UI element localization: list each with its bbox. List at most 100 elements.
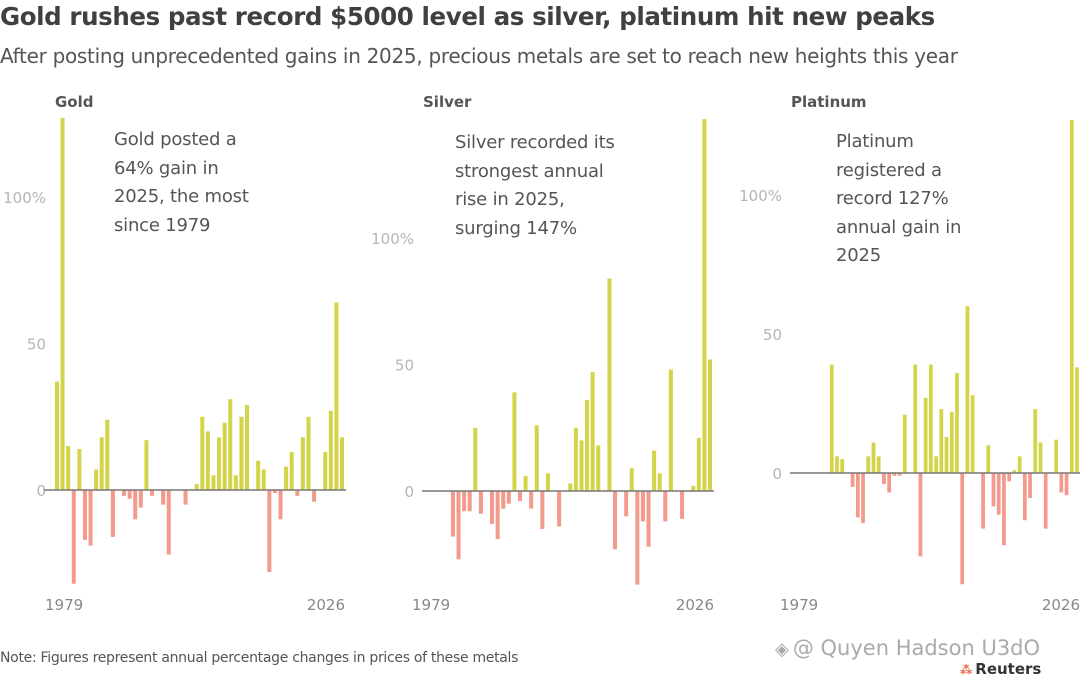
bar [194, 484, 199, 490]
bar [1064, 473, 1069, 496]
bar [233, 475, 238, 490]
bar [284, 466, 289, 490]
brand-name: Reuters [975, 660, 1042, 678]
bar [981, 473, 985, 529]
panel-title-silver: Silver [423, 93, 472, 111]
x-tick-label-start: 1979 [45, 596, 83, 614]
bar [71, 490, 76, 584]
panel-gold: 100% 50 0 1979 2026 [3, 117, 346, 614]
bar [328, 410, 333, 490]
bar [523, 475, 528, 491]
bar [1007, 473, 1012, 482]
bar [934, 456, 938, 473]
bar [1017, 456, 1022, 473]
bar [568, 483, 573, 491]
y-tick-label: 100% [739, 187, 782, 205]
bar [490, 491, 495, 524]
y-tick-label: 50 [395, 357, 414, 375]
bar [339, 437, 345, 490]
chart-subtitle: After posting unprecedented gains in 202… [0, 44, 958, 68]
bar [501, 491, 506, 509]
annotation-gold: Gold posted a 64% gain in 2025, the most… [114, 126, 249, 240]
bar [88, 490, 93, 546]
reuters-logo-icon: ⁂ [960, 663, 973, 677]
bar [261, 469, 266, 490]
bar [473, 427, 478, 491]
bar [1075, 367, 1079, 473]
y-tick-label: 0 [404, 483, 414, 501]
bar [652, 450, 657, 491]
annotation-line: registered a [836, 159, 942, 181]
annotation-line: since 1979 [114, 214, 211, 236]
bar [923, 397, 928, 473]
bar [306, 416, 311, 490]
bar [897, 473, 902, 476]
panel-title-platinum: Platinum [791, 93, 867, 111]
y-tick-label: 0 [772, 465, 782, 483]
bar [200, 416, 205, 490]
bar [1033, 409, 1038, 473]
bar [612, 491, 618, 550]
bar [913, 364, 918, 473]
bar [278, 490, 283, 520]
annotation-line: Platinum [836, 131, 914, 152]
bar [557, 491, 562, 527]
bar [970, 395, 975, 473]
bar [607, 278, 612, 491]
footnote: Note: Figures represent annual percentag… [0, 650, 519, 666]
bar [289, 451, 294, 490]
bar [295, 490, 300, 496]
bar [1038, 442, 1043, 473]
bar [579, 440, 584, 491]
bar [300, 437, 305, 490]
bar [478, 491, 483, 514]
bar [1022, 473, 1027, 521]
bar [596, 445, 601, 491]
annotation-line: surging 147% [455, 217, 577, 239]
annotation-line: record 127% [836, 188, 949, 209]
bar [944, 436, 949, 473]
bar [996, 473, 1001, 515]
bar [517, 491, 523, 502]
bar [892, 473, 897, 476]
bar [66, 446, 71, 490]
bar [585, 399, 590, 491]
bar [918, 473, 923, 557]
bar [545, 473, 550, 491]
y-tick-label: 100% [3, 189, 46, 207]
bar [929, 364, 933, 473]
bar [211, 475, 216, 490]
bar [60, 117, 65, 490]
bar [668, 369, 673, 491]
bar [183, 490, 188, 505]
bar [855, 473, 860, 518]
bar [244, 405, 250, 490]
bar [949, 411, 954, 473]
annotation-platinum: Platinum registered a record 127% annual… [836, 128, 961, 271]
bar [110, 490, 115, 537]
panel-platinum: 100% 50 0 1979 2026 [739, 119, 1080, 614]
bar [534, 425, 539, 491]
bar [835, 456, 839, 473]
x-tick-label-end: 2026 [307, 596, 345, 614]
chart-title: Gold rushes past record $5000 level as s… [0, 2, 935, 31]
bar [267, 490, 272, 573]
bar [105, 419, 110, 490]
annotation-line: Gold posted a [114, 129, 237, 150]
bar [239, 416, 244, 490]
bar [144, 440, 149, 490]
y-tick-label: 50 [763, 326, 782, 344]
bar [624, 491, 629, 517]
watermark-text: @ Quyen Hadson U3dO [792, 636, 1041, 660]
bar [312, 490, 317, 502]
brand-logo: ⁂ Reuters [960, 660, 1041, 678]
bar [657, 473, 662, 491]
bar [217, 437, 222, 490]
bar [122, 490, 127, 496]
bar [529, 491, 534, 509]
bar [228, 399, 233, 490]
bar [334, 302, 339, 490]
diamond-logo-icon: ◈ [775, 639, 789, 660]
bar [829, 364, 834, 473]
